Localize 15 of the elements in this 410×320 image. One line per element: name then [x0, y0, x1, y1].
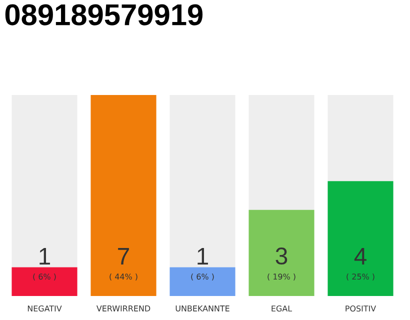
- chart-title: 089189579919: [5, 4, 203, 26]
- bar: [248, 210, 314, 296]
- data-label: 4: [354, 248, 366, 264]
- data-label: 7: [118, 248, 129, 264]
- bar: [170, 95, 236, 268]
- bar: [248, 95, 314, 210]
- data-label: 1: [40, 248, 50, 264]
- bar: [12, 95, 78, 268]
- bar: [328, 181, 394, 296]
- data-label: 3: [276, 248, 288, 264]
- bar: [170, 267, 236, 296]
- data-label: 1: [198, 248, 208, 264]
- bar: [90, 95, 156, 296]
- bar: [12, 267, 78, 296]
- bar: [328, 95, 394, 182]
